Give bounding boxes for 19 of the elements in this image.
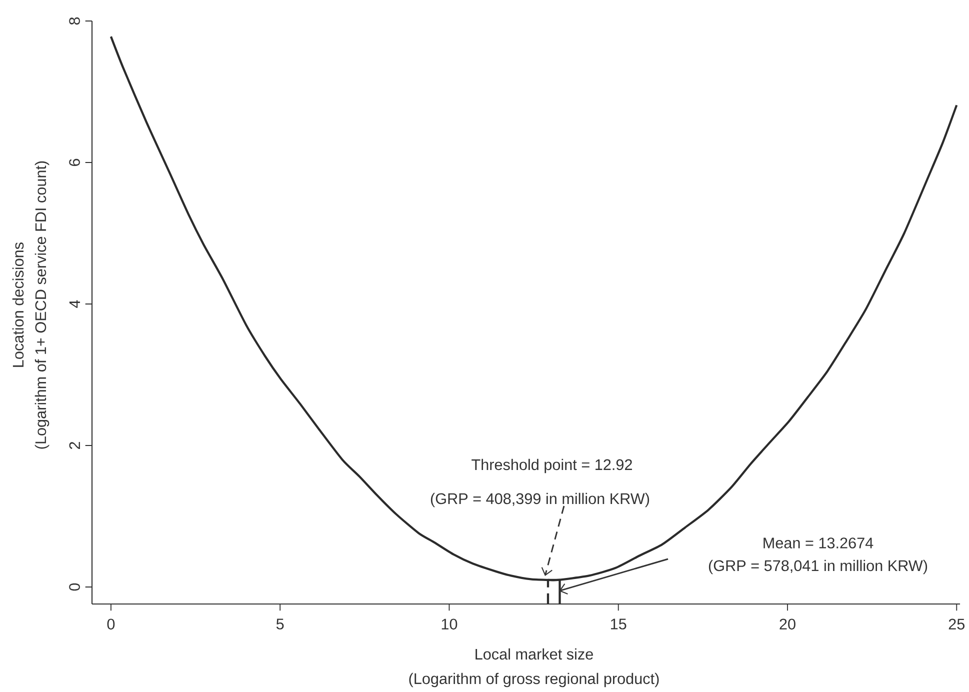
y-tick-label: 0: [69, 583, 80, 591]
text: (Logarithm of 1+ OECD service FDI count): [34, 161, 50, 449]
y-tick-label: 2: [69, 442, 80, 449]
annotation: (GRP = 408,399 in million KRW): [430, 492, 650, 508]
x-tick-label: 25: [948, 618, 965, 630]
x-tick-label: 15: [611, 618, 626, 630]
x-axis-title: Local market size: [476, 648, 593, 660]
annotation: Mean = 13.2674: [764, 538, 874, 548]
y-tick-label: 4: [69, 300, 80, 308]
x-tick-label: 0: [107, 618, 115, 630]
annotation: (GRP = 578,041 in million KRW): [708, 560, 928, 574]
x-tick-label: 10: [442, 618, 458, 630]
x-tick-label: 20: [780, 618, 796, 630]
x-tick-label: 5: [276, 618, 284, 630]
y-tick-label: 8: [69, 17, 80, 25]
text: (Logarithm of gross regional product): [409, 672, 659, 688]
annotation: Threshold point = 12.92: [472, 458, 632, 474]
y-axis-title: Location decisions: [12, 242, 24, 367]
y-tick-label: 6: [69, 158, 80, 166]
